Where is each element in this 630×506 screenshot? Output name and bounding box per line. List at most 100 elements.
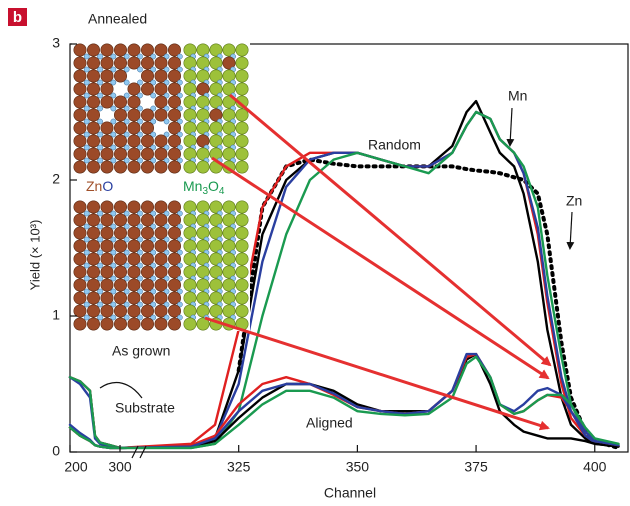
atom: [209, 43, 223, 57]
label-part: 4: [219, 186, 225, 197]
y-tick-label: 3: [52, 35, 60, 51]
atom: [87, 121, 101, 135]
atom: [183, 291, 197, 305]
atom: [196, 147, 210, 161]
oxygen: [123, 92, 130, 99]
atom: [73, 265, 87, 279]
atom: [114, 278, 128, 292]
oxygen: [83, 236, 90, 243]
atom: [168, 108, 182, 122]
oxygen: [83, 210, 90, 217]
oxygen: [83, 118, 90, 125]
atom: [87, 291, 101, 305]
oxygen: [137, 105, 143, 112]
atom: [114, 56, 128, 70]
oxygen: [150, 53, 157, 60]
oxygen: [163, 105, 170, 112]
atom: [183, 304, 197, 318]
oxygen: [110, 105, 117, 112]
oxygen: [110, 144, 117, 151]
atom: [209, 291, 223, 305]
atom: [73, 160, 87, 174]
lattice: [72, 42, 250, 331]
atom: [87, 304, 101, 318]
atom: [209, 56, 223, 70]
atom: [154, 226, 168, 240]
oxygen: [97, 210, 103, 217]
atom: [127, 160, 141, 174]
atom: [196, 239, 210, 253]
atom: [87, 82, 101, 96]
atom: [196, 213, 210, 227]
atom: [141, 252, 155, 266]
atom: [73, 291, 87, 305]
arrow: [211, 156, 550, 380]
oxygen: [177, 53, 183, 60]
y-tick-label: 1: [52, 307, 60, 323]
oxygen: [137, 53, 143, 60]
atom: [222, 108, 236, 122]
oxygen: [163, 223, 170, 230]
atom: [209, 252, 223, 266]
oxygen: [110, 53, 117, 60]
atom: [183, 43, 197, 57]
atom: [235, 200, 249, 214]
atom: [196, 265, 210, 279]
oxygen: [137, 262, 143, 269]
atom: [114, 291, 128, 305]
atom: [235, 121, 249, 135]
oxygen: [177, 223, 183, 230]
oxygen: [163, 262, 170, 269]
atom: [168, 265, 182, 279]
atom: [222, 239, 236, 253]
atom: [168, 252, 182, 266]
oxygen: [163, 118, 170, 125]
oxygen: [163, 249, 170, 256]
atom: [127, 108, 141, 122]
atom: [87, 317, 101, 331]
atom: [183, 69, 197, 83]
atom: [73, 239, 87, 253]
atom: [73, 82, 87, 96]
y-tick-label: 2: [52, 171, 60, 187]
atom: [209, 304, 223, 318]
oxygen: [83, 262, 90, 269]
oxygen: [110, 288, 117, 295]
atom: [235, 304, 249, 318]
plot-area: [68, 99, 621, 450]
oxygen: [150, 105, 157, 112]
atom: [196, 43, 210, 57]
atom: [154, 43, 168, 57]
label-part: O: [208, 178, 219, 194]
atom: [196, 108, 210, 122]
x-tick-label: 375: [464, 459, 488, 475]
oxygen: [137, 223, 143, 230]
atom: [183, 213, 197, 227]
oxygen: [137, 118, 143, 125]
atom: [196, 278, 210, 292]
atom: [235, 239, 249, 253]
panel-label: b: [13, 9, 22, 26]
oxygen: [97, 144, 103, 151]
atom: [87, 278, 101, 292]
plot-frame: [69, 43, 629, 453]
oxygen: [97, 275, 103, 282]
pointer: [99, 381, 143, 399]
atom: [154, 252, 168, 266]
atom: [183, 200, 197, 214]
atom: [100, 147, 114, 161]
oxygen: [123, 79, 130, 86]
atom: [235, 252, 249, 266]
atom: [183, 121, 197, 135]
atom: [127, 239, 141, 253]
atom: [141, 226, 155, 240]
atom: [87, 239, 101, 253]
oxygen: [177, 301, 183, 308]
atom: [209, 95, 223, 109]
atom: [196, 200, 210, 214]
atom: [183, 160, 197, 174]
oxygen: [110, 66, 117, 73]
oxygen: [123, 105, 130, 112]
oxygen: [123, 157, 130, 164]
oxygen: [150, 66, 157, 73]
